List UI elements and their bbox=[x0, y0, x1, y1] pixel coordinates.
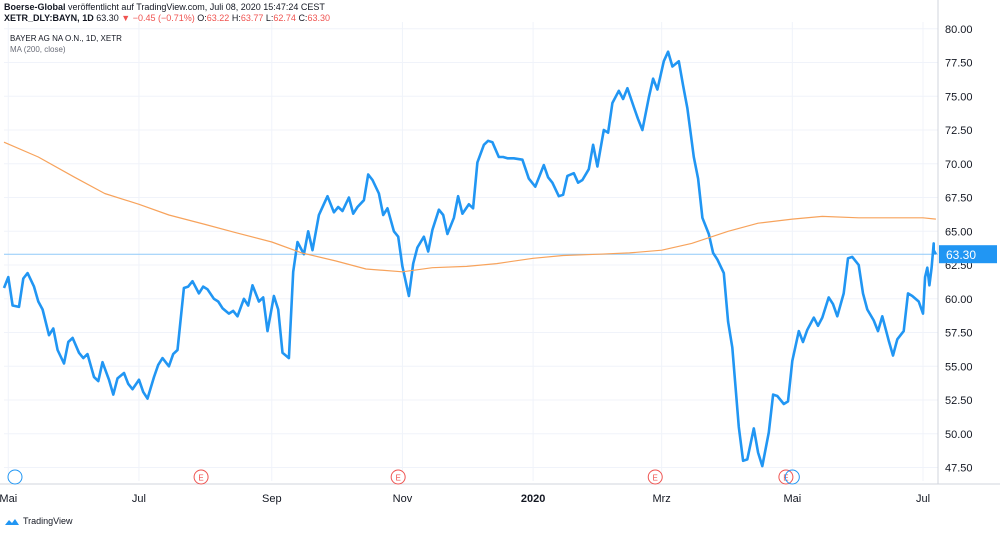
earnings-marker-label: E bbox=[783, 474, 788, 483]
high-label: H: bbox=[231, 13, 241, 23]
y-tick-label: 57.50 bbox=[945, 328, 973, 340]
low-value: 62.74 bbox=[273, 13, 296, 23]
publish-text: veröffentlicht auf TradingView.com, Juli… bbox=[65, 2, 325, 12]
earnings-marker-icon[interactable] bbox=[778, 469, 794, 485]
x-tick-label: Sep bbox=[262, 493, 282, 505]
y-tick-label: 50.00 bbox=[945, 429, 973, 441]
y-tick-label: 52.50 bbox=[945, 395, 973, 407]
last-price: 63.30 bbox=[96, 13, 119, 23]
x-tick-label: Jul bbox=[916, 493, 930, 505]
high-value: 63.77 bbox=[240, 13, 264, 23]
dividend-marker-icon[interactable] bbox=[784, 469, 800, 485]
x-tick-label: Nov bbox=[393, 493, 413, 505]
earnings-marker-icon[interactable] bbox=[390, 469, 406, 485]
y-tick-label: 80.00 bbox=[945, 24, 973, 36]
y-tick-label: 47.50 bbox=[945, 463, 973, 475]
y-tick-label: 75.00 bbox=[945, 91, 973, 103]
y-tick-label: 72.50 bbox=[945, 125, 973, 137]
earnings-marker-icon[interactable] bbox=[193, 469, 209, 485]
low-label: L: bbox=[265, 13, 274, 23]
close-value: 63.30 bbox=[307, 13, 330, 23]
open-label: O: bbox=[197, 13, 207, 23]
y-tick-label: 60.00 bbox=[945, 294, 973, 306]
price-series-line[interactable] bbox=[2, 50, 938, 468]
publisher-name[interactable]: Boerse-Global bbox=[4, 2, 66, 12]
y-tick-label: 67.50 bbox=[945, 193, 973, 205]
split-marker-icon[interactable] bbox=[7, 469, 23, 485]
y-tick-label: 55.00 bbox=[945, 361, 973, 373]
earnings-marker-label: E bbox=[198, 474, 203, 483]
x-tick-label: 2020 bbox=[521, 493, 545, 505]
x-tick-label: Jul bbox=[132, 493, 146, 505]
series-legend[interactable]: BAYER AG NA O.N., 1D, XETR bbox=[10, 34, 122, 43]
symbol-name: XETR_DLY:BAYN, 1D bbox=[4, 13, 94, 23]
x-tick-label: Mai bbox=[0, 493, 17, 505]
ma-series-line[interactable] bbox=[3, 141, 936, 273]
tradingview-brand: TradingView bbox=[23, 516, 73, 526]
y-tick-label: 77.50 bbox=[945, 58, 973, 70]
y-tick-label: 65.00 bbox=[945, 226, 973, 238]
indicator-legend[interactable]: MA (200, close) bbox=[10, 45, 66, 54]
x-tick-label: Mrz bbox=[652, 493, 670, 505]
price-change: −0.45 (−0.71%) bbox=[132, 13, 195, 23]
change-arrow-icon: ▼ bbox=[121, 13, 131, 23]
earnings-marker-label: E bbox=[653, 474, 658, 483]
y-tick-label: 70.00 bbox=[945, 159, 973, 171]
earnings-marker-icon[interactable] bbox=[647, 469, 663, 485]
tradingview-logo[interactable]: TradingView bbox=[4, 516, 73, 526]
tradingview-cloud-icon bbox=[5, 518, 19, 525]
close-label: C: bbox=[298, 13, 308, 23]
x-tick-label: Mai bbox=[783, 493, 801, 505]
earnings-marker-label: E bbox=[395, 474, 400, 483]
last-price-tag-label: 63.30 bbox=[946, 248, 976, 262]
symbol-info: XETR_DLY:BAYN, 1D 63.30 ▼ −0.45 (−0.71%)… bbox=[4, 13, 330, 23]
publish-info: Boerse-Global veröffentlicht auf Trading… bbox=[4, 2, 325, 12]
open-value: 63.22 bbox=[206, 13, 230, 23]
last-price-tag bbox=[939, 245, 997, 264]
